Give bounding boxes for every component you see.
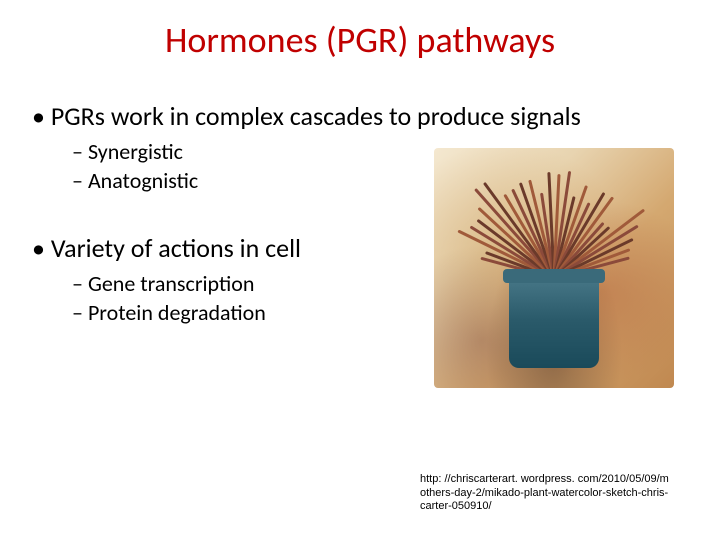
plant-leaves [484, 158, 624, 278]
plant-watercolor-image [434, 148, 674, 388]
plant-pot [509, 273, 599, 368]
image-citation: http: //chriscarterart. wordpress. com/2… [420, 473, 700, 514]
slide-title: Hormones (PGR) pathways [0, 0, 720, 72]
bullet-1: PGRs work in complex cascades to produce… [28, 100, 720, 132]
